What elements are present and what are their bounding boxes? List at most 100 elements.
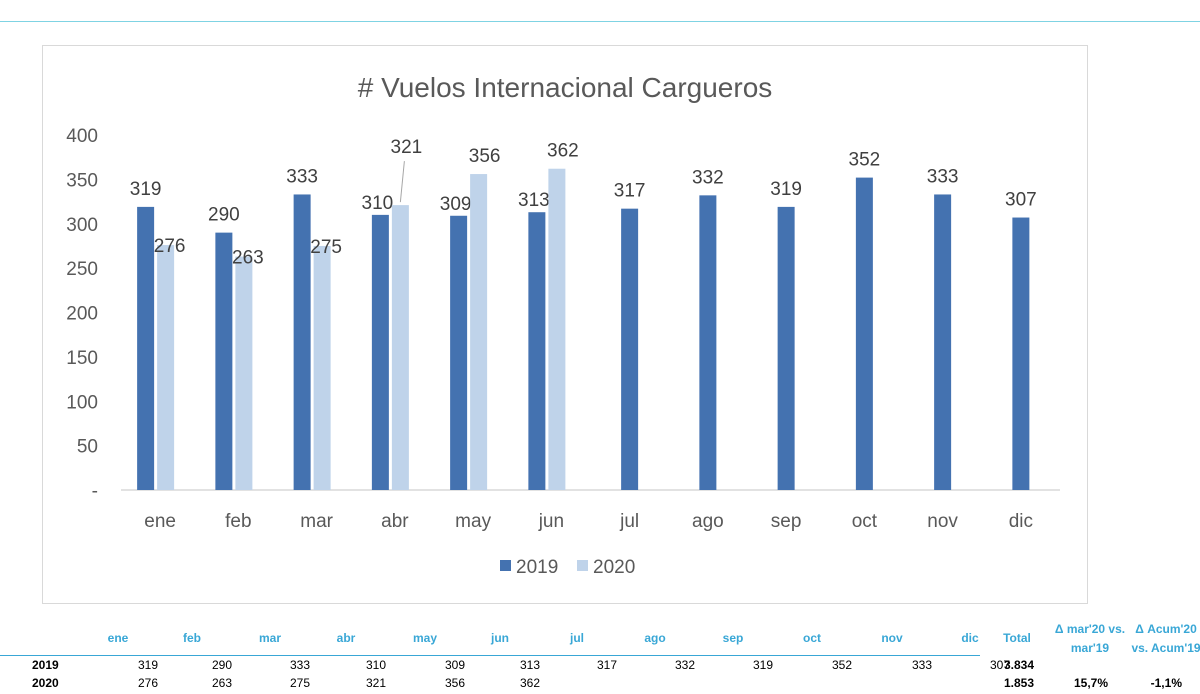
table-header-delta-month: Δ mar'20 vs. [1054,622,1126,636]
bar-2019-dic [1012,217,1030,490]
table-header-ene: ene [107,631,129,645]
table-cell: 275 [289,676,310,690]
data-label: 275 [310,237,342,258]
table-cell: 290 [211,658,232,672]
bar-2020-abr [391,205,409,491]
bar-2020-may [470,174,488,491]
table-separator [0,655,980,656]
y-tick-label: 200 [66,304,98,325]
chart-frame [42,45,1088,604]
table-cell: 333 [289,658,310,672]
top-divider [0,21,1200,22]
y-tick-label: 300 [66,215,98,236]
y-axis: - 50 100 150 200 250 300 350 400 [66,126,1060,502]
y-tick-label: 400 [66,126,98,147]
table-header-may: may [412,631,438,645]
x-tick-label: oct [852,511,878,532]
table-row-label: 2020 [32,676,59,690]
data-label: 313 [518,190,550,211]
bar-2020-mar [313,245,331,490]
table-header-abr: abr [336,631,356,645]
bar-2019-may [450,215,468,490]
x-tick-label: dic [1009,511,1033,532]
table-cell: 319 [137,658,158,672]
data-label: 319 [130,179,162,200]
table-cell: 276 [137,676,158,690]
data-label: 309 [440,194,472,215]
legend-label: 2020 [593,557,635,578]
data-label: 276 [154,236,186,257]
bar-2019-nov [934,194,952,490]
table-total: 3.834 [1003,658,1034,672]
bar-2019-ago [699,195,717,490]
data-label: 319 [770,179,802,200]
x-tick-label: mar [300,511,333,532]
x-tick-label: feb [225,511,251,532]
x-tick-label: may [455,511,491,532]
table-cell: 313 [519,658,540,672]
table-cell: 321 [365,676,386,690]
table-header-oct: oct [803,631,821,645]
table-cell: 263 [211,676,232,690]
data-label: 310 [362,193,394,214]
table-cell: 332 [674,658,695,672]
x-tick-label: jul [619,511,639,532]
x-tick-label: jun [538,511,564,532]
bars: 319 276 290 263 333 275 310 321 309 356 313 362 317 3… [130,137,1037,491]
table-header-jun: jun [491,631,509,645]
bar-2019-ene [137,206,155,490]
bar-2020-jun [548,168,566,490]
bar-2019-jul [621,208,639,490]
bar-2019-sep [777,206,795,490]
bar-2019-abr [371,214,389,490]
table-delta-acum: -1,1% [1150,676,1182,690]
bar-2019-mar [293,194,311,490]
table-cell: 310 [365,658,386,672]
bar-2019-oct [855,177,873,490]
table-header-dic: dic [961,631,979,645]
x-axis: ene feb mar abr may jun jul ago sep oct nov dic [144,511,1033,532]
table-delta-month: 15,7% [1073,676,1108,690]
y-tick-label: 150 [66,348,98,369]
table-header-feb: feb [183,631,201,645]
table-cell: 333 [911,658,932,672]
data-label: 307 [1005,190,1037,211]
table-cell: 309 [444,658,465,672]
data-label: 317 [614,181,646,202]
data-label: 352 [849,150,881,171]
bar-2020-feb [235,256,253,490]
table-header-delta-acum: Δ Acum'20 [1135,622,1197,636]
y-tick-label: 250 [66,259,98,280]
data-label: 263 [232,248,264,269]
table-cell: 307 [989,658,1010,672]
x-tick-label: ene [144,511,176,532]
table-cell: 352 [831,658,852,672]
data-label: 333 [286,166,318,187]
bar-chart: # Vuelos Internacional Cargueros - 50 100 1… [66,72,1060,578]
y-tick-label: - [92,481,98,502]
data-label: 321 [391,137,423,158]
legend: 2019 2020 [500,557,635,578]
x-tick-label: abr [381,511,409,532]
data-label: 362 [547,141,579,162]
x-tick-label: ago [692,511,724,532]
legend-swatch-2020 [577,560,588,571]
y-tick-label: 350 [66,170,98,191]
table-total: 1.853 [1003,676,1034,690]
y-tick-label: 100 [66,392,98,413]
table-header-jul: jul [570,631,584,645]
table-cell: 362 [519,676,540,690]
data-label: 290 [208,205,240,226]
table-cell: 356 [444,676,465,690]
bar-2019-feb [215,232,233,490]
x-tick-label: sep [771,511,802,532]
table-header-delta-month: mar'19 [1070,641,1110,655]
bar-2019-jun [528,212,546,490]
bar-2020-ene [157,245,175,490]
table-header-delta-acum: vs. Acum'19 [1131,641,1200,655]
table-header-mar: mar [258,631,281,645]
table-cell: 317 [596,658,617,672]
table-header-sep: sep [722,631,744,645]
legend-swatch-2019 [500,560,511,571]
table-header-nov: nov [881,631,903,645]
